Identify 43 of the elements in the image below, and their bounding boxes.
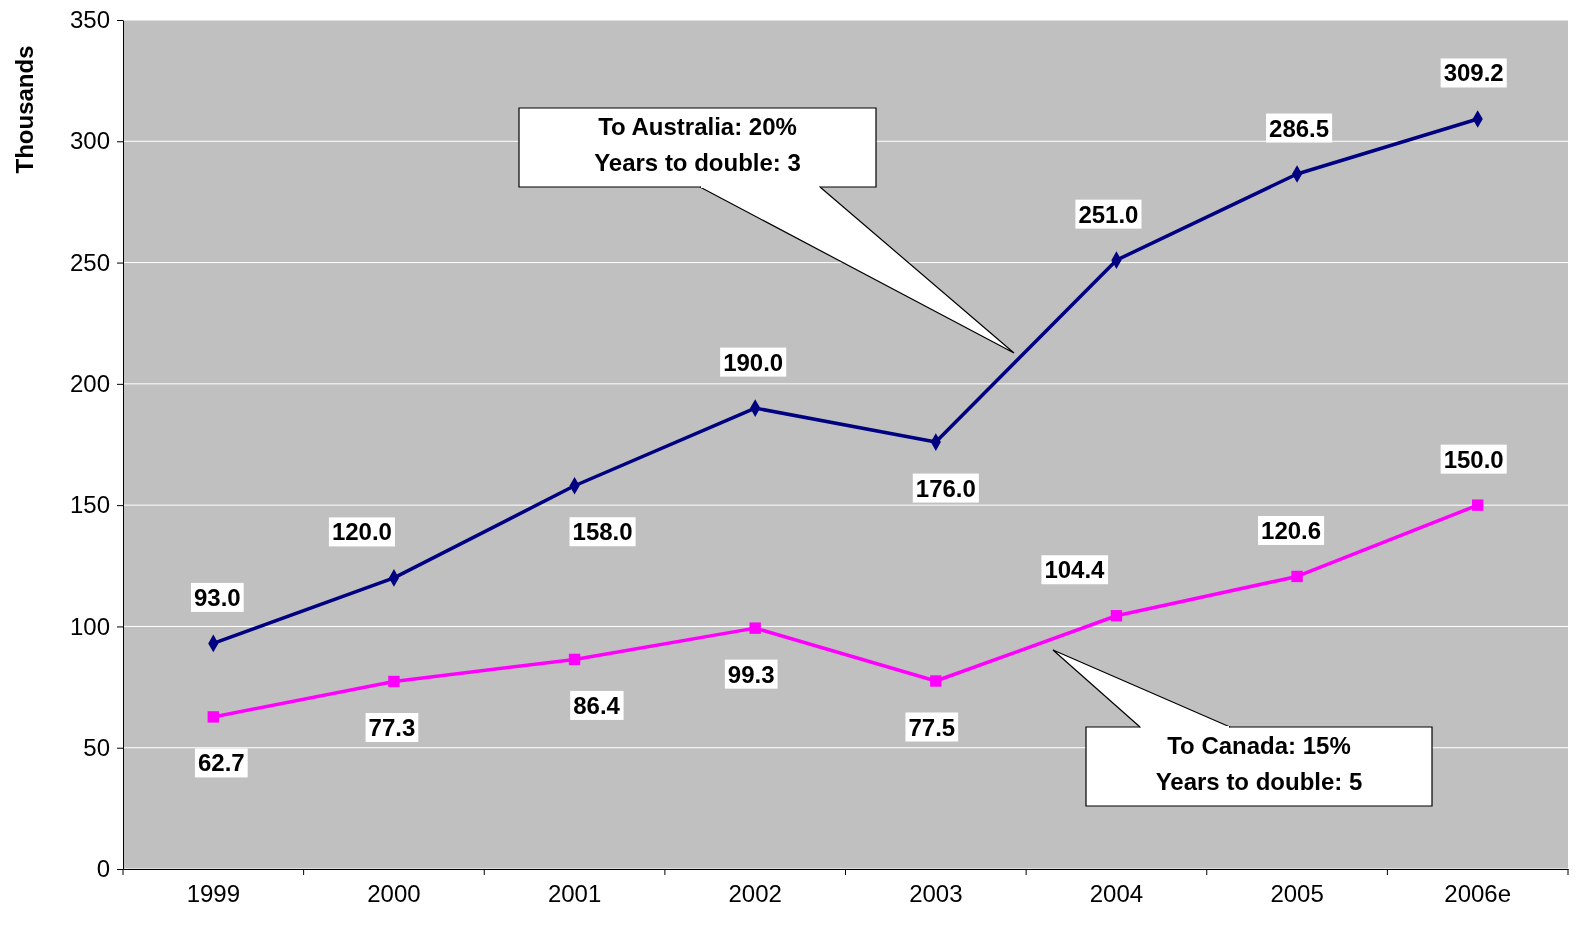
data-label: 150.0 [1443,445,1504,473]
data-label: 286.5 [1269,114,1330,142]
y-tick-label: 350 [69,6,110,34]
data-label: 77.3 [368,713,416,741]
data-label: 176.0 [915,474,976,502]
point [568,653,581,666]
point [207,711,220,723]
annotation: To Australia: 20% Years to double: 3 [594,113,801,176]
data-label: 93.0 [193,583,241,611]
point [1471,499,1484,511]
data-label: 77.5 [908,713,956,741]
x-tick-label: 2003 [909,880,963,907]
y-tick-label: 250 [69,248,110,276]
x-tick-label: 2001 [547,880,602,907]
data-label: 99.3 [727,660,775,688]
x-tick-label: 2005 [1270,880,1324,907]
point [930,675,942,687]
point [1110,610,1123,622]
y-tick-label: 200 [69,370,110,398]
point [749,622,761,634]
y-tick-label: 100 [69,612,110,640]
x-tick-label: 2000 [367,880,421,907]
x-tick-label: 2006e [1444,880,1512,907]
x-tick-label: 1999 [186,880,241,907]
point [1291,570,1303,583]
data-label: 86.4 [573,691,621,719]
data-label: 120.0 [331,518,392,546]
x-tick-label: 2004 [1089,880,1144,907]
data-label: 251.0 [1078,200,1139,228]
data-label: 309.2 [1443,59,1504,87]
data-label: 120.6 [1261,516,1322,544]
annotation: To Canada: 15% Years to double: 5 [1155,732,1363,795]
y-tick-label: 150 [69,491,110,519]
data-label: 62.7 [197,749,245,777]
y-tick-label: 50 [83,733,110,761]
x-tick-label: 2002 [728,880,782,907]
data-label: 158.0 [572,518,633,546]
point [388,675,400,688]
data-label: 190.0 [723,348,784,376]
y-tick-label: 0 [96,855,110,883]
y-tick-label: 300 [69,127,110,155]
data-label: 104.4 [1044,556,1106,584]
y-axis-title: Thousands [11,45,38,174]
